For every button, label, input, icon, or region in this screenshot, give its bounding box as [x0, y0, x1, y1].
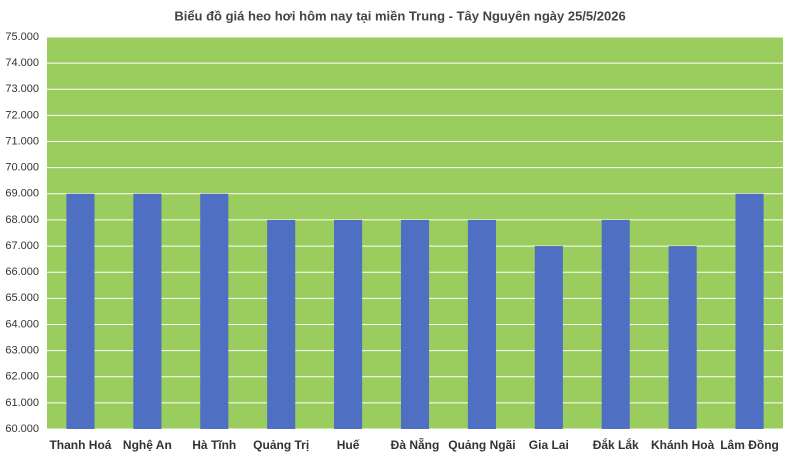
bar: [601, 219, 630, 429]
y-tick-label: 72.000: [5, 109, 39, 121]
y-tick-label: 75.000: [5, 31, 39, 43]
y-tick-label: 71.000: [5, 135, 39, 147]
x-tick-label: Hà Tĩnh: [192, 438, 236, 452]
y-tick-label: 63.000: [5, 345, 39, 357]
y-tick-label: 64.000: [5, 318, 39, 330]
bar: [133, 193, 162, 429]
bar: [534, 246, 563, 429]
y-tick-label: 74.000: [5, 57, 39, 69]
x-tick-label: Gia Lai: [529, 438, 569, 452]
chart-title: Biểu đồ giá heo hơi hôm nay tại miền Tru…: [174, 8, 625, 23]
x-tick-label: Khánh Hoà: [651, 438, 715, 452]
bar: [334, 219, 363, 429]
y-tick-label: 66.000: [5, 266, 39, 278]
bar: [200, 193, 229, 429]
x-tick-label: Nghệ An: [123, 438, 172, 452]
x-tick-label: Đắk Lắk: [593, 437, 639, 452]
x-tick-label: Thanh Hoá: [49, 438, 111, 452]
y-tick-label: 67.000: [5, 240, 39, 252]
y-tick-label: 65.000: [5, 292, 39, 304]
bar: [400, 219, 430, 429]
y-tick-label: 61.000: [5, 397, 39, 409]
y-tick-label: 60.000: [5, 423, 39, 435]
x-tick-label: Quảng Ngãi: [448, 438, 515, 452]
bar: [467, 219, 496, 429]
bar: [668, 246, 697, 429]
y-tick-label: 70.000: [5, 162, 39, 174]
y-tick-label: 62.000: [5, 371, 39, 383]
x-tick-label: Quảng Trị: [253, 438, 309, 452]
bar: [735, 193, 764, 429]
y-tick-label: 68.000: [5, 214, 39, 226]
x-tick-label: Lâm Đồng: [720, 438, 779, 452]
bar: [267, 219, 296, 429]
bar: [66, 193, 95, 429]
x-tick-label: Huế: [337, 438, 360, 452]
y-tick-label: 69.000: [5, 188, 39, 200]
y-tick-label: 73.000: [5, 83, 39, 95]
x-tick-label: Đà Nẵng: [391, 437, 440, 452]
